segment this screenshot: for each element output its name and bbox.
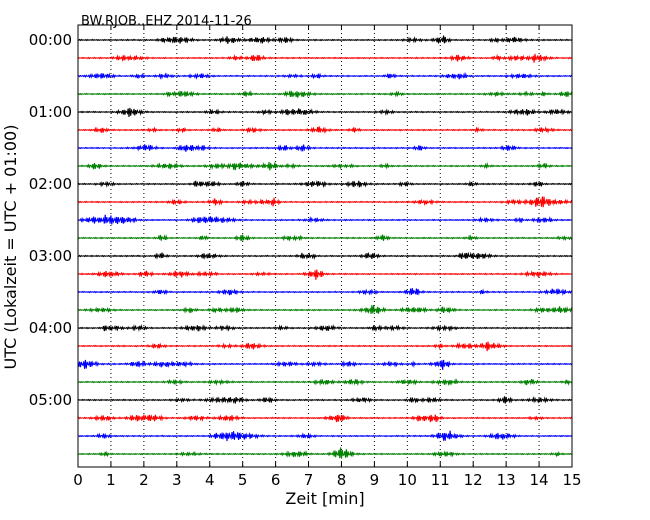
x-tick-label: 3 [172, 471, 182, 489]
trace-line [77, 161, 573, 171]
trace-line [77, 90, 573, 98]
trace-line [77, 430, 573, 442]
trace-line [77, 396, 573, 404]
x-tick-label: 8 [337, 471, 347, 489]
trace-line [77, 447, 573, 459]
trace-line [77, 251, 573, 261]
y-tick-label: 01:00 [29, 103, 72, 121]
x-tick-label: 9 [370, 471, 380, 489]
x-tick-label: 1 [106, 471, 116, 489]
x-tick-label: 12 [464, 471, 483, 489]
x-axis-ticks: 0 1 2 3 4 5 6 7 8 9 10 11 12 13 14 15 [73, 25, 582, 489]
x-tick-label: 0 [73, 471, 83, 489]
trace-line [77, 288, 573, 297]
grid-lines [110, 25, 540, 467]
trace-line [77, 378, 573, 387]
trace-line [77, 35, 573, 45]
x-tick-label: 5 [238, 471, 248, 489]
trace-line [77, 414, 573, 423]
trace-line [77, 359, 573, 370]
y-tick-label: 04:00 [29, 319, 72, 337]
x-tick-label: 14 [530, 471, 549, 489]
x-tick-label: 10 [398, 471, 417, 489]
trace-line [77, 143, 573, 153]
trace-line [77, 234, 573, 242]
x-tick-label: 11 [431, 471, 450, 489]
trace-line [77, 107, 573, 117]
y-tick-label: 03:00 [29, 247, 72, 265]
y-tick-label: 02:00 [29, 175, 72, 193]
x-tick-label: 7 [304, 471, 314, 489]
x-tick-label: 15 [562, 471, 581, 489]
trace-line [77, 341, 573, 352]
x-tick-label: 2 [139, 471, 149, 489]
x-axis-label: Zeit [min] [285, 489, 364, 508]
trace-line [77, 72, 573, 80]
y-tick-label: 05:00 [29, 391, 72, 409]
chart-title: BW.RJOB..EHZ 2014-11-26 [81, 14, 252, 29]
x-tick-label: 13 [497, 471, 516, 489]
trace-line [77, 323, 573, 333]
plot-frame [77, 24, 573, 468]
y-axis-label: UTC (Lokalzeit = UTC + 01:00) [1, 125, 20, 370]
trace-line [77, 214, 573, 225]
trace-line [77, 180, 573, 188]
trace-group [77, 35, 573, 459]
trace-line [77, 53, 573, 63]
x-tick-label: 6 [271, 471, 281, 489]
trace-line [77, 305, 573, 315]
trace-line [77, 126, 573, 134]
y-axis-ticks: 00:00 01:00 02:00 03:00 04:00 05:00 [29, 31, 572, 409]
trace-line [77, 196, 573, 208]
y-tick-label: 00:00 [29, 31, 72, 49]
trace-line [77, 269, 573, 280]
x-tick-label: 4 [205, 471, 215, 489]
